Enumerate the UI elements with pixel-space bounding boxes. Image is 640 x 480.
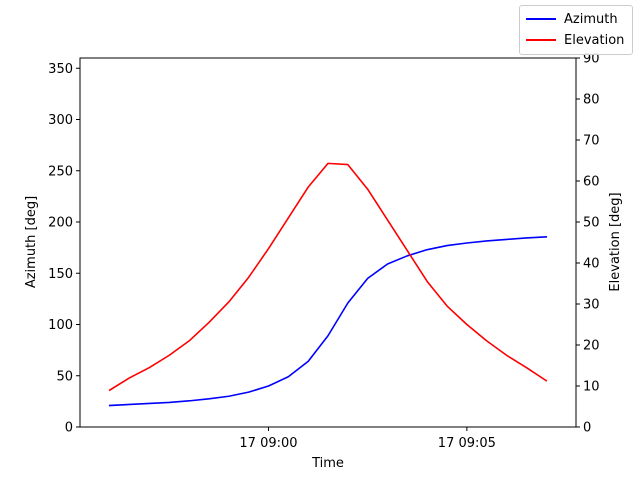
left-axis-tick-label: 50 bbox=[56, 369, 73, 384]
left-axis-tick-label: 300 bbox=[48, 113, 73, 128]
series-line-azimuth bbox=[108, 236, 548, 407]
left-axis-tick-label: 250 bbox=[48, 164, 73, 179]
left-axis-label: Azimuth [deg] bbox=[24, 196, 39, 288]
axes-frame bbox=[79, 57, 577, 428]
x-axis-tick-label: 17 09:05 bbox=[438, 436, 496, 451]
right-axis-tick-label: 10 bbox=[583, 380, 600, 395]
axes-layer: 0 50 100 150 200 250 300 350 0 10 20 30 40 50 60 70 80 90… bbox=[48, 52, 599, 452]
legend-item-azimuth: Azimuth bbox=[526, 11, 618, 27]
series-layer bbox=[108, 162, 548, 407]
left-axis-tick-label: 150 bbox=[48, 267, 73, 282]
right-axis-tick-label: 0 bbox=[583, 421, 591, 436]
left-axis-tick-label: 0 bbox=[65, 421, 73, 436]
right-axis-tick-label: 20 bbox=[583, 339, 600, 354]
legend-swatch-elevation bbox=[526, 39, 556, 41]
right-axis-tick-label: 30 bbox=[583, 298, 600, 313]
right-axis-tick-label: 50 bbox=[583, 216, 600, 231]
left-axis-tick-label: 100 bbox=[48, 318, 73, 333]
legend-label-azimuth: Azimuth bbox=[564, 11, 618, 27]
right-axis-tick-label: 70 bbox=[583, 134, 600, 149]
right-axis-label: Elevation [deg] bbox=[608, 192, 623, 291]
x-axis-tick-label: 17 09:00 bbox=[239, 436, 297, 451]
right-axis-tick-label: 80 bbox=[583, 93, 600, 108]
right-axis-tick-label: 60 bbox=[583, 175, 600, 190]
right-axis-tick-label: 90 bbox=[583, 52, 600, 67]
left-axis-tick-label: 350 bbox=[48, 62, 73, 77]
legend: Azimuth Elevation bbox=[519, 5, 633, 55]
x-axis-label: Time bbox=[311, 456, 344, 471]
legend-swatch-azimuth bbox=[526, 18, 556, 20]
legend-label-elevation: Elevation bbox=[564, 32, 625, 48]
right-axis-tick-label: 40 bbox=[583, 257, 600, 272]
series-line-elevation bbox=[108, 162, 548, 392]
left-axis-tick-label: 200 bbox=[48, 216, 73, 231]
legend-item-elevation: Elevation bbox=[526, 32, 624, 48]
